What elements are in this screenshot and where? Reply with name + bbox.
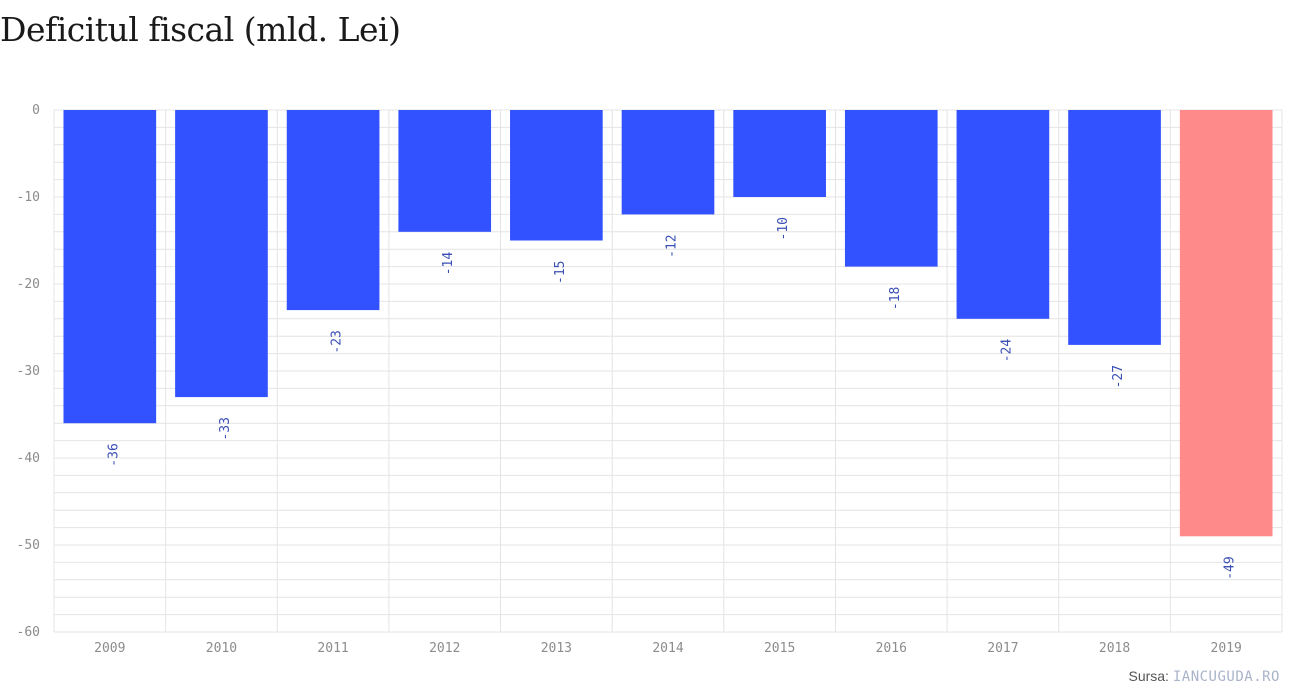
y-tick-label: -10 — [17, 190, 40, 205]
chart-title: Deficitul fiscal (mld. Lei) — [0, 10, 401, 49]
data-label-2009: -36 — [106, 443, 121, 466]
bar-2015 — [733, 110, 826, 197]
bar-2012 — [398, 110, 492, 232]
x-tick-label-2013: 2013 — [541, 641, 572, 656]
x-tick-label-2017: 2017 — [987, 641, 1018, 656]
bar-2018 — [1068, 110, 1161, 345]
data-label-2017: -24 — [999, 339, 1014, 363]
bar-2019 — [1179, 110, 1273, 537]
bar-2016 — [844, 110, 938, 267]
x-tick-label-2012: 2012 — [429, 641, 460, 656]
x-tick-label-2009: 2009 — [94, 641, 125, 656]
x-tick-label-2019: 2019 — [1211, 641, 1242, 656]
x-tick-label-2016: 2016 — [876, 641, 907, 656]
y-tick-label: 0 — [32, 103, 40, 118]
data-label-2014: -12 — [665, 234, 680, 257]
data-label-2010: -33 — [218, 417, 233, 440]
y-tick-label: -50 — [17, 538, 40, 553]
x-axis: 2009 2010 2011 2012 2013 2014 2015 2016 2017 2018… — [94, 641, 1242, 656]
x-tick-label-2011: 2011 — [317, 641, 348, 656]
bar-2017 — [956, 110, 1050, 319]
data-label-2013: -15 — [553, 261, 568, 284]
source-site: IANCUGUDA.RO — [1172, 669, 1280, 685]
data-label-2015: -10 — [776, 217, 791, 240]
y-tick-label: -20 — [17, 277, 40, 292]
data-label-2012: -14 — [441, 252, 456, 276]
bar-2014 — [621, 110, 715, 215]
y-tick-label: -30 — [17, 364, 40, 379]
data-labels: -36 -33 -23 -14 -15 -12 -10 -18 -24 -27 -49 — [106, 217, 1237, 580]
source-credit: Sursa: IANCUGUDA.RO — [1128, 668, 1280, 685]
data-label-2016: -18 — [888, 287, 903, 310]
bar-2011 — [286, 110, 380, 311]
x-tick-label-2014: 2014 — [652, 641, 683, 656]
y-axis: 0 -10 -20 -30 -40 -50 -60 — [17, 103, 40, 640]
data-label-2019: -49 — [1223, 556, 1238, 579]
data-label-2011: -23 — [330, 330, 345, 353]
bar-2009 — [63, 110, 157, 424]
bar-2013 — [510, 110, 603, 241]
bar-2010 — [175, 110, 268, 398]
y-tick-label: -60 — [17, 625, 40, 640]
x-tick-label-2015: 2015 — [764, 641, 795, 656]
x-tick-label-2010: 2010 — [206, 641, 237, 656]
data-label-2018: -27 — [1111, 365, 1126, 388]
y-tick-label: -40 — [17, 451, 40, 466]
source-label: Sursa: — [1128, 668, 1169, 684]
x-tick-label-2018: 2018 — [1099, 641, 1130, 656]
bars — [63, 110, 1273, 537]
